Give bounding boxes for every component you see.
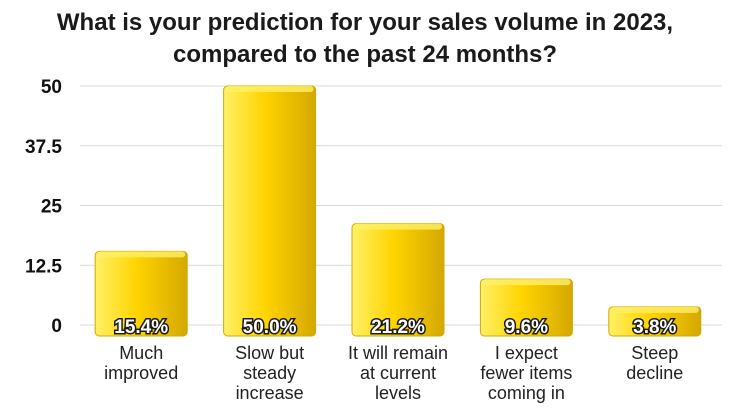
x-category-label: It will remain <box>348 343 448 363</box>
data-labels: 15.4% 50.0% 21.2% 9.6% 3.8% <box>113 316 678 340</box>
y-tick-label: 50 <box>41 77 62 98</box>
data-label: 21.2% <box>371 317 425 338</box>
x-category-label: Slow but <box>235 343 304 363</box>
x-category-label: I expect <box>495 343 558 363</box>
bar <box>223 85 317 337</box>
x-category-label: coming in <box>488 383 565 403</box>
bars <box>94 85 702 337</box>
y-tick-label: 25 <box>41 197 63 218</box>
bar-top-highlight <box>225 86 314 92</box>
x-category-label: improved <box>104 363 178 383</box>
chart-title-line-1: What is your prediction for your sales v… <box>57 9 673 36</box>
x-category-label: Steep <box>631 343 678 363</box>
y-tick-label: 12.5 <box>25 256 62 277</box>
x-category-label: fewer items <box>480 363 572 383</box>
x-category-label: at current <box>360 363 436 383</box>
bar-top-highlight <box>97 251 186 258</box>
x-category-label: Much <box>119 343 163 363</box>
chart-title-line-2: compared to the past 24 months? <box>173 41 557 68</box>
bar-top-highlight <box>610 306 699 313</box>
data-label: 15.4% <box>114 317 168 338</box>
y-tick-label: 37.5 <box>25 137 62 158</box>
x-category-label: levels <box>375 383 421 403</box>
data-label: 9.6% <box>505 317 548 338</box>
data-label: 3.8% <box>633 317 676 338</box>
bar-top-highlight <box>354 223 442 230</box>
y-axis-ticks: 0 12.5 25 37.5 50 <box>25 77 62 337</box>
y-tick-label: 0 <box>51 316 62 337</box>
bar-top-highlight <box>482 279 571 286</box>
x-category-label: decline <box>626 363 683 383</box>
x-category-label: increase <box>236 383 304 403</box>
data-label: 50.0% <box>243 317 297 338</box>
x-category-label: steady <box>243 363 296 383</box>
